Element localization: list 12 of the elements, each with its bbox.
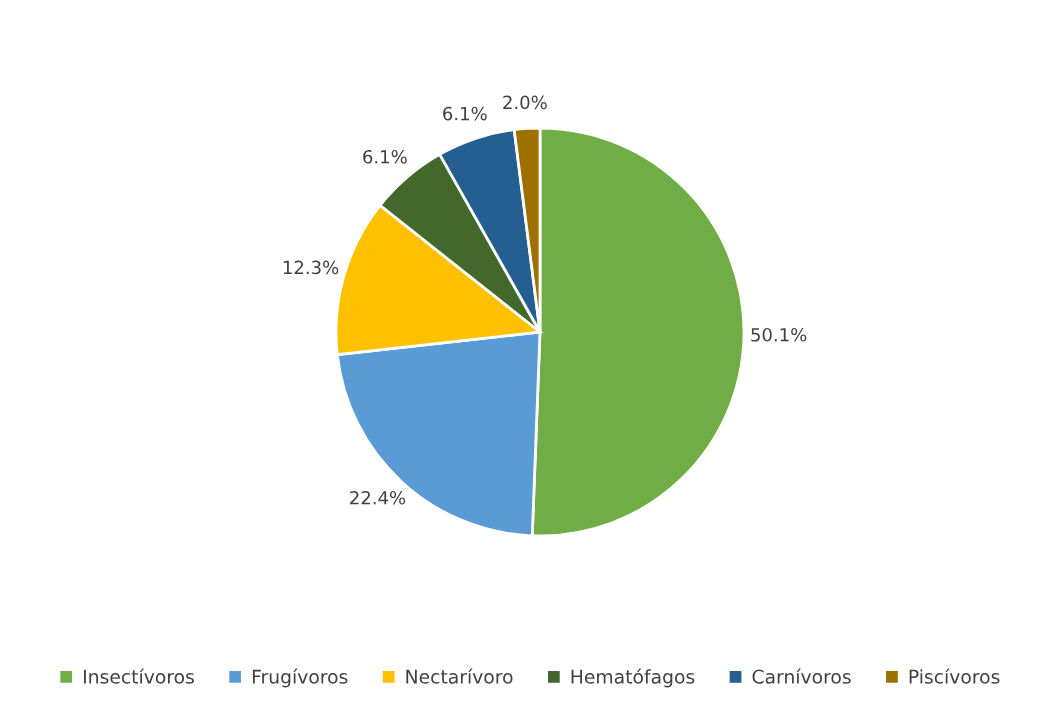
data-label: 2.0% (503, 95, 547, 110)
data-label: 22.4% (350, 490, 406, 505)
legend-label: Nectarívoro (406, 668, 513, 684)
data-label: 6.1% (443, 106, 487, 121)
legend-label: Hematófagos (571, 668, 695, 688)
data-label: 6.1% (363, 149, 407, 164)
data-label: 50.1% (751, 327, 807, 342)
legend-label: Piscívoros (909, 668, 1000, 684)
data-label: 12.3% (283, 260, 339, 275)
legend-label: Frugívoros (252, 668, 348, 688)
legend-label: Carnívoros (752, 668, 851, 684)
legend-label: Insectívoros (83, 668, 194, 684)
